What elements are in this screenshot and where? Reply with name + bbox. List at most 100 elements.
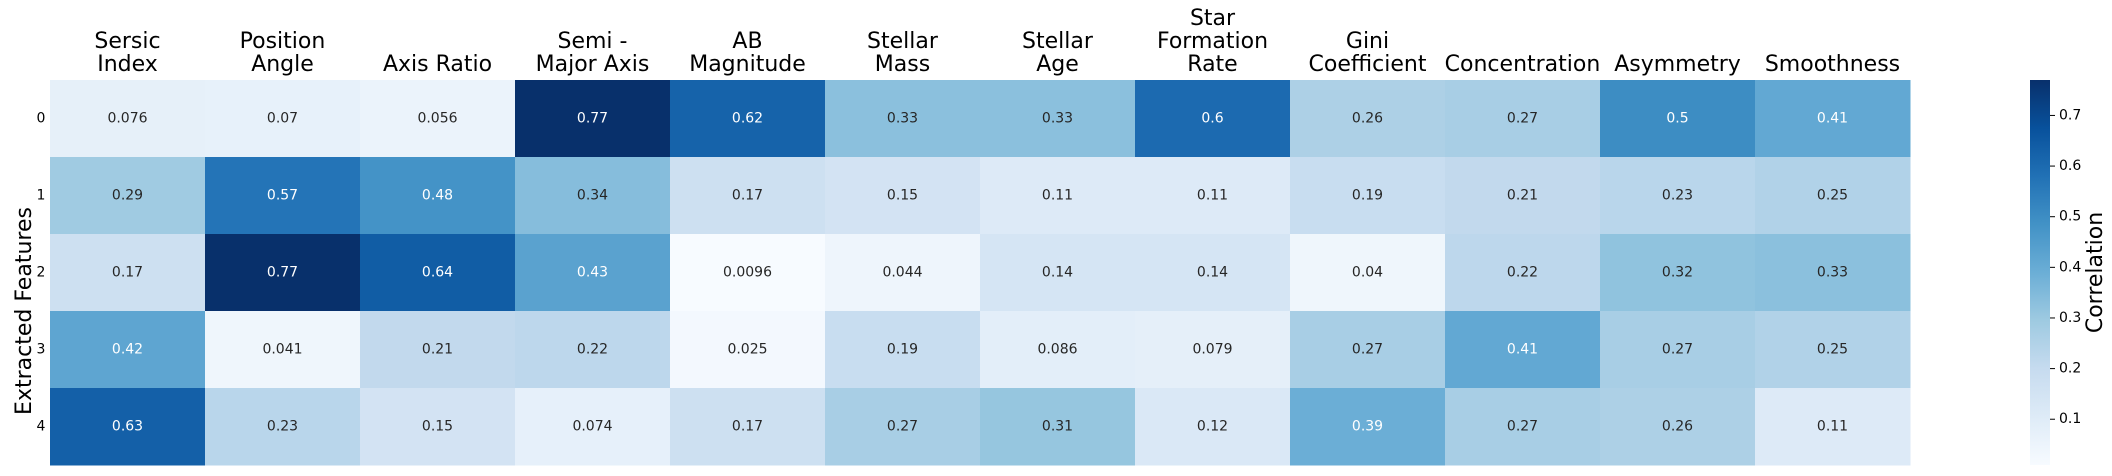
cell-value-label: 0.41 [1817, 111, 1848, 127]
colorbar-tick-label: 0.1 [2059, 411, 2081, 427]
cell-value-label: 0.0096 [723, 265, 772, 281]
heatmap-cell [1755, 388, 1911, 466]
colorbar-ticks: 0.1 0.2 0.3 0.4 0.5 0.6 0.7 [2050, 107, 2081, 427]
heatmap-cell [1135, 311, 1291, 389]
row-label: 4 [37, 419, 46, 435]
heatmap-cell [1445, 311, 1601, 389]
heatmap-cell [825, 234, 981, 312]
cell-value-label: 0.079 [1192, 342, 1232, 358]
heatmap-cell [670, 157, 826, 235]
cell-value-label: 0.15 [887, 188, 918, 204]
cell-value-label: 0.77 [267, 265, 298, 281]
cell-value-label: 0.27 [1352, 342, 1383, 358]
heatmap-cell [1445, 234, 1601, 312]
colorbar-tick-label: 0.3 [2059, 310, 2081, 326]
heatmap-cell [515, 80, 671, 158]
heatmap-cell [50, 234, 206, 312]
cell-value-label: 0.22 [1507, 265, 1538, 281]
heatmap-cell [360, 234, 516, 312]
heatmap-cell [205, 234, 361, 312]
cell-value-label: 0.64 [422, 265, 453, 281]
heatmap-cell [825, 388, 981, 466]
cell-value-label: 0.12 [1197, 419, 1228, 435]
cell-value-label: 0.25 [1817, 342, 1848, 358]
heatmap-cell [515, 311, 671, 389]
cell-value-label: 0.27 [887, 419, 918, 435]
heatmap-cell [980, 311, 1136, 389]
column-label: Axis Ratio [383, 52, 492, 77]
heatmap-cell [1135, 157, 1291, 235]
heatmap-cell [50, 388, 206, 466]
heatmap-cell [50, 80, 206, 158]
heatmap-cell [515, 388, 671, 466]
column-label: Semi -Major Axis [536, 29, 650, 77]
heatmap-cell [1445, 157, 1601, 235]
heatmap-cell [515, 157, 671, 235]
colorbar: 0.1 0.2 0.3 0.4 0.5 0.6 0.7 Correlation [2030, 80, 2108, 465]
heatmap-cell [360, 311, 516, 389]
cell-value-label: 0.19 [887, 342, 918, 358]
heatmap-cell [205, 80, 361, 158]
cell-value-label: 0.14 [1197, 265, 1228, 281]
heatmap-cell [1135, 388, 1291, 466]
cell-value-label: 0.63 [112, 419, 143, 435]
column-labels: Sersic Index Position Angle Axis Ratio Semi -… [94, 6, 1900, 77]
cell-value-label: 0.21 [422, 342, 453, 358]
heatmap-cell-labels: 0.076 0.07 0.056 0.77 0.62 0.33 0.33 0.6 0.26 0.2… [107, 111, 1848, 435]
cell-value-label: 0.27 [1662, 342, 1693, 358]
cell-value-label: 0.22 [577, 342, 608, 358]
y-axis-label: Extracted Features [12, 207, 37, 415]
cell-value-label: 0.29 [112, 188, 143, 204]
colorbar-tick-label: 0.4 [2059, 259, 2081, 275]
cell-value-label: 0.14 [1042, 265, 1073, 281]
heatmap-cell [980, 234, 1136, 312]
heatmap-cell [205, 311, 361, 389]
cell-value-label: 0.11 [1042, 188, 1073, 204]
cell-value-label: 0.33 [887, 111, 918, 127]
cell-value-label: 0.77 [577, 111, 608, 127]
column-label: Asymmetry [1614, 52, 1741, 77]
column-label: Star Formation Rate [1157, 6, 1268, 77]
cell-value-label: 0.074 [572, 419, 612, 435]
cell-value-label: 0.04 [1352, 265, 1383, 281]
heatmap-cell [360, 80, 516, 158]
heatmap-cell [1755, 234, 1911, 312]
column-label: Stellar Mass [867, 29, 939, 77]
cell-value-label: 0.041 [262, 342, 302, 358]
column-label: Sersic Index [94, 29, 160, 77]
heatmap-cell [1600, 388, 1756, 466]
cell-value-label: 0.33 [1817, 265, 1848, 281]
heatmap-cell [1600, 234, 1756, 312]
cell-value-label: 0.076 [107, 111, 147, 127]
heatmap-cell [1290, 157, 1446, 235]
row-label: 3 [37, 342, 46, 358]
heatmap-cell [1445, 388, 1601, 466]
cell-value-label: 0.27 [1507, 111, 1538, 127]
heatmap-cell [1290, 388, 1446, 466]
cell-value-label: 0.17 [732, 188, 763, 204]
cell-value-label: 0.39 [1352, 419, 1383, 435]
cell-value-label: 0.31 [1042, 419, 1073, 435]
cell-value-label: 0.11 [1817, 419, 1848, 435]
cell-value-label: 0.056 [417, 111, 457, 127]
heatmap-cell [360, 388, 516, 466]
heatmap-cell [1290, 80, 1446, 158]
cell-value-label: 0.21 [1507, 188, 1538, 204]
cell-value-label: 0.57 [267, 188, 298, 204]
heatmap-cell [515, 234, 671, 312]
cell-value-label: 0.5 [1666, 111, 1688, 127]
cell-value-label: 0.19 [1352, 188, 1383, 204]
heatmap-cell [1755, 311, 1911, 389]
heatmap-cell [1135, 80, 1291, 158]
cell-value-label: 0.42 [112, 342, 143, 358]
heatmap-cell [825, 157, 981, 235]
row-label: 2 [37, 265, 46, 281]
colorbar-tick-label: 0.7 [2059, 107, 2081, 123]
cell-value-label: 0.62 [732, 111, 763, 127]
cell-value-label: 0.025 [727, 342, 767, 358]
cell-value-label: 0.41 [1507, 342, 1538, 358]
colorbar-tick-label: 0.2 [2059, 361, 2081, 377]
heatmap-cell [1290, 311, 1446, 389]
cell-value-label: 0.044 [882, 265, 922, 281]
colorbar-label: Correlation [2083, 212, 2108, 333]
